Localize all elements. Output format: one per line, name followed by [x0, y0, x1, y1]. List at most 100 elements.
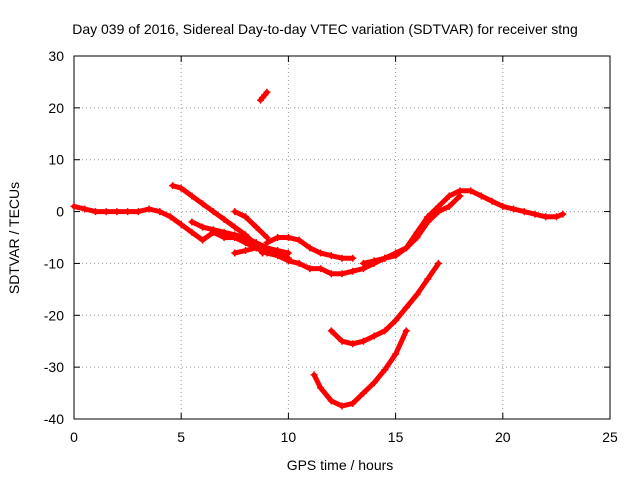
data-point: [392, 350, 400, 358]
data-point: [402, 327, 410, 335]
data-point: [359, 259, 367, 267]
data-point: [434, 208, 442, 216]
data-point: [499, 202, 507, 210]
series-line: [311, 328, 409, 409]
data-point: [338, 270, 346, 278]
x-tick-label: 20: [495, 429, 511, 445]
data-point: [295, 236, 303, 244]
data-point: [381, 254, 389, 262]
data-point: [156, 208, 164, 216]
plot-frame: [73, 55, 611, 420]
data-point: [542, 213, 550, 221]
series-track-6: [263, 234, 357, 262]
y-tick-label: -30: [44, 359, 64, 375]
data-point: [349, 399, 357, 407]
data-point: [220, 215, 228, 223]
data-point: [413, 234, 421, 241]
y-tick-label: -20: [44, 307, 64, 323]
x-tick-label: 25: [602, 429, 618, 445]
data-point: [392, 316, 400, 324]
series-line: [360, 193, 463, 266]
data-point: [188, 218, 196, 226]
series-line: [71, 188, 566, 277]
grid: [74, 56, 610, 419]
data-point: [199, 236, 207, 244]
y-tick-label: 30: [48, 48, 64, 64]
data-point: [124, 208, 132, 216]
data-point: [310, 371, 318, 379]
data-point: [102, 208, 110, 216]
data-point: [231, 208, 239, 216]
y-tick-label: 20: [48, 100, 64, 116]
data-point: [306, 265, 314, 273]
data-point: [349, 267, 357, 275]
data-point: [338, 402, 346, 410]
series-track-8: [327, 259, 442, 348]
data-point: [349, 340, 357, 348]
data-point: [284, 234, 292, 241]
data-point: [295, 259, 303, 267]
axes: 0 5 10 15 20 25 -40 -30 -20 -10 0 10 20 30: [44, 48, 618, 445]
data-point: [274, 249, 282, 257]
data-point: [445, 202, 453, 210]
data-point: [242, 234, 250, 241]
data-point: [177, 184, 185, 192]
data-point: [338, 254, 346, 262]
data-point: [177, 221, 185, 229]
x-tick-label: 5: [177, 429, 185, 445]
data-point: [231, 223, 239, 231]
data-point: [402, 304, 410, 312]
data-point: [456, 192, 464, 200]
data-point: [359, 389, 367, 397]
data-point: [327, 397, 335, 405]
series-line: [232, 209, 270, 240]
series-track-9: [310, 327, 410, 410]
data-point: [424, 275, 432, 283]
data-point: [338, 337, 346, 345]
data-point: [252, 223, 260, 231]
data-point: [317, 384, 325, 392]
data-point: [359, 337, 367, 345]
data-point: [242, 213, 250, 221]
data-point: [81, 205, 89, 213]
data-point: [220, 228, 228, 236]
data-point: [327, 327, 335, 335]
data-point: [370, 257, 378, 265]
data-point: [274, 234, 282, 241]
series-track-10: [257, 88, 271, 104]
data-point: [327, 270, 335, 278]
data-point: [259, 249, 267, 257]
data-point: [263, 88, 271, 96]
data-point: [242, 246, 250, 254]
data-point: [199, 200, 207, 208]
data-point: [381, 366, 389, 374]
data-point: [284, 254, 292, 262]
data-point: [381, 327, 389, 335]
data-point: [166, 213, 174, 221]
data-point: [477, 192, 485, 200]
data-point: [317, 265, 325, 273]
data-point: [169, 182, 177, 190]
series-line: [258, 89, 270, 103]
data-point: [552, 213, 560, 221]
data-point: [349, 254, 357, 262]
data-point: [467, 187, 475, 195]
series-track-5: [231, 208, 271, 241]
data-point: [531, 210, 539, 218]
y-tick-label: -40: [44, 411, 64, 427]
data-point: [188, 192, 196, 200]
x-tick-label: 15: [388, 429, 404, 445]
data-point: [188, 228, 196, 236]
data-point: [370, 332, 378, 340]
data-point: [559, 210, 567, 218]
y-axis-label: SDTVAR / TECUs: [6, 182, 22, 294]
data-point: [145, 205, 153, 213]
series-track-7: [359, 192, 464, 267]
data-point: [434, 259, 442, 267]
data-point: [70, 202, 78, 210]
data-point: [209, 226, 217, 234]
data-point: [306, 244, 314, 252]
data-point: [445, 192, 453, 200]
data-point: [91, 208, 99, 216]
